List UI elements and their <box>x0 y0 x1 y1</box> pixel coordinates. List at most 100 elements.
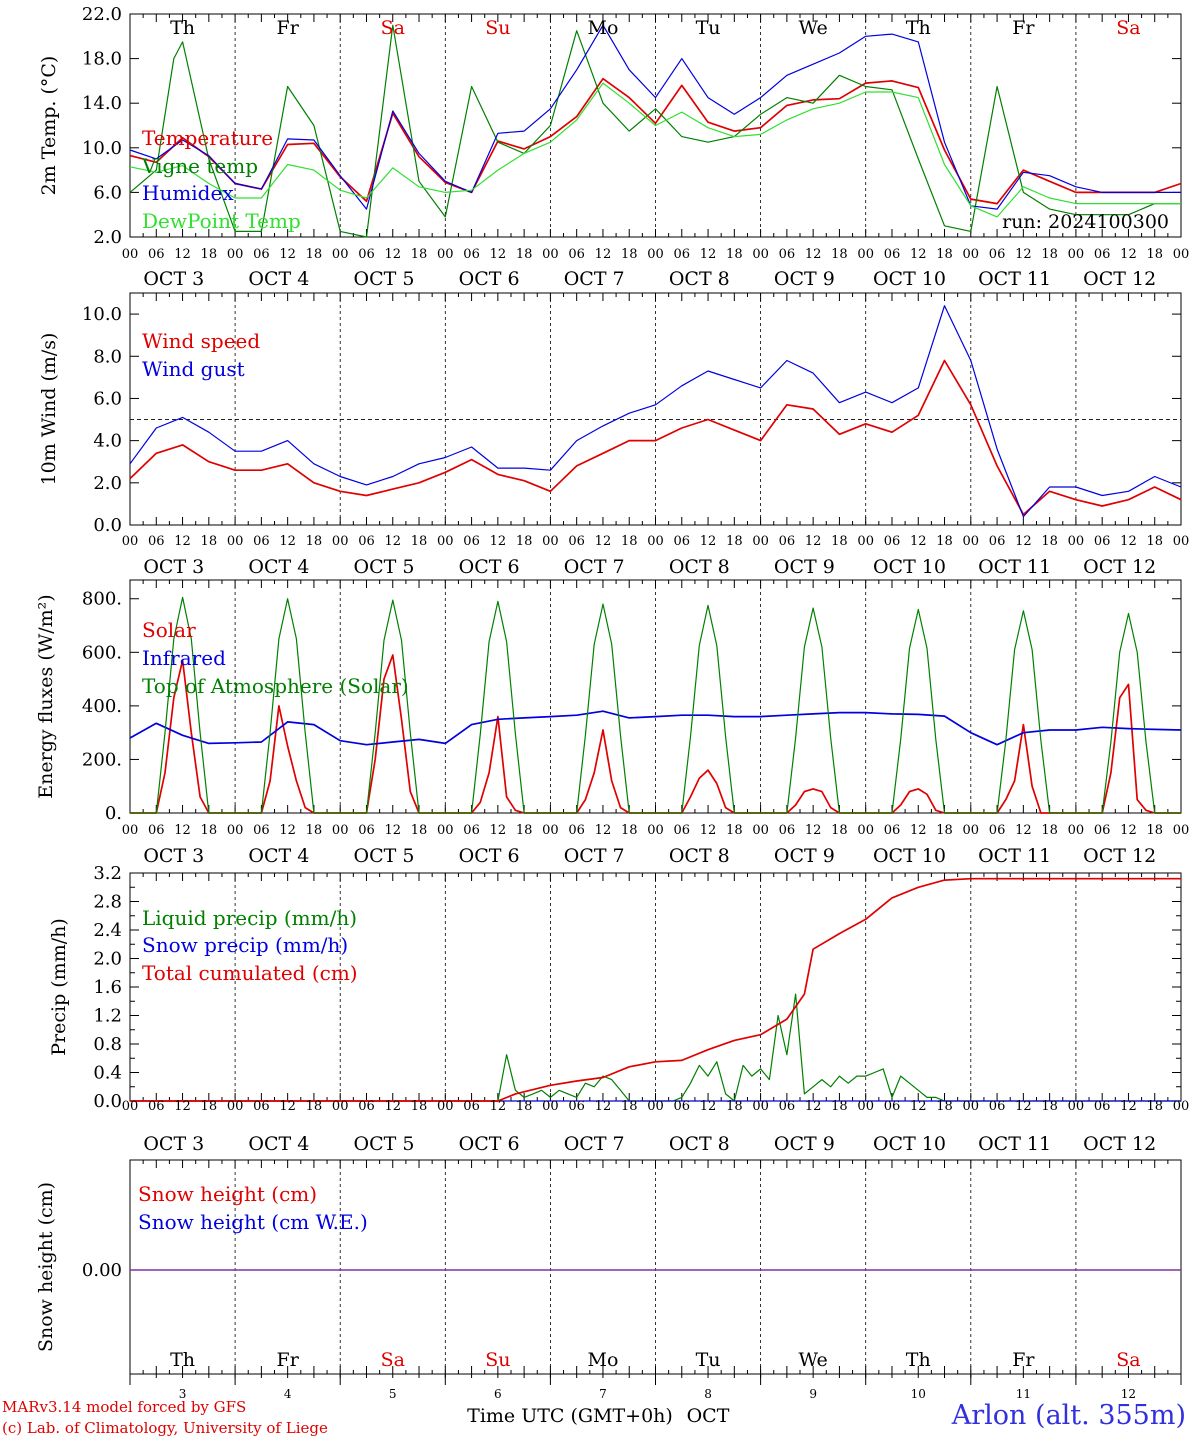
series-line-wind-speed <box>129 359 1182 516</box>
hour-tick-label: 06 <box>779 534 796 549</box>
date-label: OCT 7 <box>564 556 625 578</box>
hour-tick-label: 06 <box>1094 823 1111 838</box>
hour-tick-label: 06 <box>148 247 165 262</box>
legend-entry: Temperature <box>142 126 273 150</box>
date-label: OCT 3 <box>143 556 204 578</box>
hour-tick-label: 06 <box>1094 534 1111 549</box>
hour-tick-label: 18 <box>201 823 218 838</box>
hour-tick-label: 12 <box>279 823 296 838</box>
hour-tick-label: 12 <box>595 1099 612 1114</box>
legend-entry: Snow height (cm) <box>138 1182 317 1206</box>
date-label: OCT 8 <box>669 268 730 290</box>
y-tick-label: 0.0 <box>93 1091 122 1112</box>
hour-tick-label: 00 <box>963 823 980 838</box>
day-name: Th <box>170 1349 195 1371</box>
date-label: OCT 4 <box>248 1133 309 1155</box>
hour-tick-label: 06 <box>779 1099 796 1114</box>
hour-tick-label: 06 <box>884 534 901 549</box>
series-group <box>129 24 1182 238</box>
date-label: OCT 8 <box>669 556 730 578</box>
y-tick-label: 3.2 <box>93 863 122 884</box>
hour-tick-label: 06 <box>148 1099 165 1114</box>
hour-tick-label: 12 <box>805 247 822 262</box>
hour-tick-label: 12 <box>1120 534 1137 549</box>
hour-tick-label: 12 <box>700 247 717 262</box>
day-number-label: 9 <box>809 1387 817 1401</box>
y-tick-label: 0.00 <box>82 1260 122 1281</box>
hour-tick-label: 06 <box>884 1099 901 1114</box>
hour-tick-label: 00 <box>752 823 769 838</box>
credit-lab: (c) Lab. of Climatology, University of L… <box>2 1419 328 1437</box>
day-number-label: 11 <box>1016 1387 1031 1401</box>
hour-tick-label: 06 <box>779 247 796 262</box>
date-label: OCT 3 <box>143 845 204 867</box>
hour-tick-label: 18 <box>1146 823 1163 838</box>
hour-tick-label: 00 <box>437 823 454 838</box>
hour-tick-label: 18 <box>1146 534 1163 549</box>
hour-tick-label: 00 <box>1173 823 1190 838</box>
date-label: OCT 12 <box>1083 845 1156 867</box>
legend-entry: Top of Atmosphere (Solar) <box>142 674 409 698</box>
legend-entry: DewPoint Temp <box>142 209 301 233</box>
hour-tick-label: 12 <box>1120 247 1137 262</box>
date-label: OCT 9 <box>774 1133 835 1155</box>
hour-tick-label: 12 <box>700 1099 717 1114</box>
hour-tick-label: 12 <box>279 247 296 262</box>
day-number-label: 5 <box>389 1387 397 1401</box>
hour-tick-label: 06 <box>568 247 585 262</box>
hour-tick-label: 18 <box>831 823 848 838</box>
hour-tick-label: 12 <box>384 534 401 549</box>
hour-tick-label: 06 <box>674 247 691 262</box>
legend-entry: Infrared <box>142 646 226 670</box>
hour-tick-label: 12 <box>910 1099 927 1114</box>
hour-tick-label: 18 <box>516 1099 533 1114</box>
hour-tick-label: 18 <box>1041 823 1058 838</box>
hour-tick-label: 12 <box>910 534 927 549</box>
y-axis-label: Snow height (cm) <box>35 1182 57 1352</box>
y-axis-label: 2m Temp. (°C) <box>38 56 60 196</box>
hour-tick-label: 12 <box>174 534 191 549</box>
hour-tick-label: 18 <box>411 1099 428 1114</box>
legend-entry: Wind speed <box>142 329 260 353</box>
hour-tick-label: 18 <box>516 823 533 838</box>
series-line-vigne-temp <box>129 24 1181 238</box>
hour-tick-label: 12 <box>910 823 927 838</box>
hour-tick-label: 00 <box>1068 823 1085 838</box>
date-label: OCT 3 <box>143 1133 204 1155</box>
date-label: OCT 7 <box>564 1133 625 1155</box>
run-label: run: 2024100300 <box>1002 211 1169 233</box>
hour-tick-label: 00 <box>542 1099 559 1114</box>
hour-tick-label: 18 <box>306 534 323 549</box>
hour-tick-label: 18 <box>201 1099 218 1114</box>
hour-tick-label: 18 <box>1146 247 1163 262</box>
day-number-label: 3 <box>179 1387 187 1401</box>
legend-entry: Liquid precip (mm/h) <box>142 906 357 930</box>
hour-tick-label: 12 <box>384 823 401 838</box>
series-line-top-of-atmosphere-solar- <box>130 596 1181 814</box>
date-label: OCT 12 <box>1083 556 1156 578</box>
hour-tick-label: 12 <box>174 1099 191 1114</box>
hour-tick-label: 06 <box>989 1099 1006 1114</box>
date-label: OCT 11 <box>978 268 1051 290</box>
day-name: Th <box>906 17 931 39</box>
hour-tick-label: 12 <box>490 823 507 838</box>
hour-tick-label: 00 <box>752 247 769 262</box>
y-tick-label: 2.4 <box>93 920 122 941</box>
hour-tick-label: 12 <box>805 534 822 549</box>
hour-tick-label: 00 <box>752 534 769 549</box>
hour-tick-label: 12 <box>174 247 191 262</box>
hour-tick-label: 06 <box>358 823 375 838</box>
hour-tick-label: 00 <box>1173 534 1190 549</box>
hour-tick-label: 18 <box>306 823 323 838</box>
date-label: OCT 10 <box>873 845 946 867</box>
y-tick-label: 600. <box>82 642 122 663</box>
day-name: Su <box>485 17 510 39</box>
hour-tick-label: 00 <box>437 534 454 549</box>
y-tick-label: 22.0 <box>82 4 122 25</box>
date-label: OCT 6 <box>459 845 520 867</box>
hour-tick-label: 12 <box>700 534 717 549</box>
hour-tick-label: 00 <box>227 534 244 549</box>
hour-tick-label: 06 <box>779 823 796 838</box>
day-number-label: 10 <box>911 1387 926 1401</box>
date-label: OCT 11 <box>978 1133 1051 1155</box>
